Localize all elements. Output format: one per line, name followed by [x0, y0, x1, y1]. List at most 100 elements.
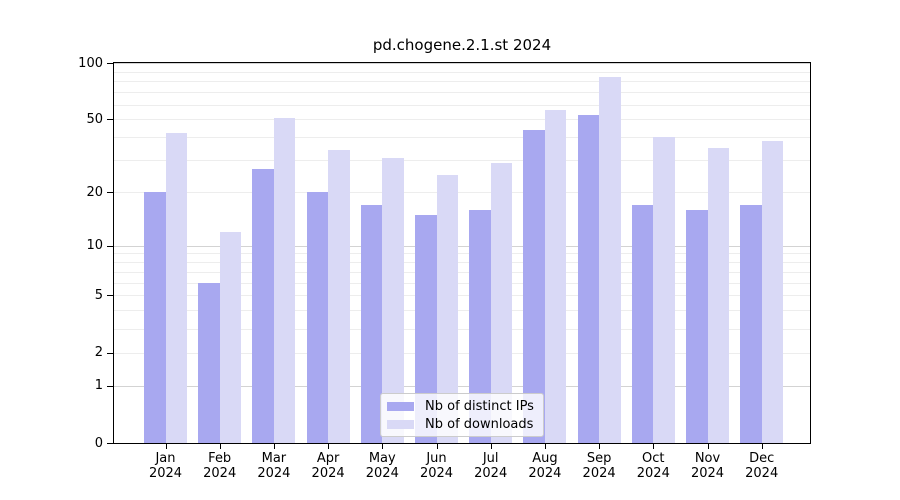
x-label-month-dec: Dec [749, 451, 775, 466]
gridline-minor-8 [114, 262, 810, 264]
x-label-year-may: 2024 [365, 466, 399, 481]
x-label-month-jan: Jan [155, 451, 176, 466]
gridline-major-1 [114, 385, 810, 387]
bar-downloads-jun [436, 174, 458, 443]
gridline-minor-70 [114, 92, 810, 94]
bar-distinct-ips-apr [306, 192, 329, 443]
gridline-minor-2 [114, 352, 810, 354]
bar-distinct-ips-sep [577, 114, 600, 443]
bar-distinct-ips-feb [198, 282, 220, 443]
bar-downloads-sep [599, 77, 621, 443]
x-tick-jul [490, 444, 492, 449]
x-label-aug: Aug 2024 [518, 451, 572, 481]
y-tick-2 [107, 352, 113, 354]
x-tick-jun [436, 444, 438, 449]
bar-distinct-ips-nov [686, 209, 708, 443]
x-label-oct: Oct 2024 [626, 451, 680, 481]
gridline-minor-50 [114, 119, 810, 121]
y-label-2: 2 [94, 345, 103, 361]
x-label-month-jun: Jun [426, 451, 447, 466]
x-label-year-feb: 2024 [203, 466, 237, 481]
y-label-50: 50 [86, 111, 103, 127]
bar-distinct-ips-jul [469, 209, 491, 443]
x-label-may: May 2024 [355, 451, 409, 481]
bar-distinct-ips-may [360, 205, 383, 443]
bar-downloads-aug [544, 110, 567, 443]
x-tick-aug [544, 444, 546, 449]
y-label-5: 5 [94, 287, 103, 303]
y-label-1: 1 [94, 378, 103, 394]
gridline-minor-3 [114, 328, 810, 330]
bar-downloads-feb [219, 231, 242, 443]
x-label-jan: Jan 2024 [139, 451, 193, 481]
x-label-month-sep: Sep [586, 451, 612, 466]
y-tick-10 [107, 245, 113, 247]
x-tick-feb [219, 444, 221, 449]
x-label-year-sep: 2024 [582, 466, 616, 481]
x-label-mar: Mar 2024 [247, 451, 301, 481]
gridline-minor-90 [114, 71, 810, 73]
x-tick-jan [165, 444, 167, 449]
x-label-jul: Jul 2024 [464, 451, 518, 481]
gridline-major-100 [114, 63, 810, 64]
x-label-jun: Jun 2024 [410, 451, 464, 481]
x-tick-sep [599, 444, 601, 449]
gridline-minor-5 [114, 295, 810, 297]
x-label-year-oct: 2024 [636, 466, 670, 481]
gridline-minor-7 [114, 271, 810, 273]
gridline-minor-6 [114, 282, 810, 284]
bar-downloads-dec [761, 141, 784, 443]
x-label-month-oct: Oct [642, 451, 665, 466]
y-label-10: 10 [86, 238, 103, 254]
x-label-year-jan: 2024 [148, 466, 183, 481]
x-label-month-apr: Apr [316, 451, 340, 466]
bar-distinct-ips-aug [523, 129, 545, 443]
x-label-year-apr: 2024 [311, 466, 345, 481]
bar-downloads-jul [490, 162, 513, 443]
x-label-year-nov: 2024 [690, 466, 725, 481]
y-label-20: 20 [86, 184, 103, 200]
x-label-year-jun: 2024 [419, 466, 454, 481]
x-label-month-feb: Feb [208, 451, 232, 466]
x-label-month-may: May [368, 451, 396, 466]
x-tick-oct [653, 444, 655, 449]
chart-title: pd.chogene.2.1.st 2024 [372, 36, 552, 54]
bar-downloads-oct [653, 137, 675, 443]
gridline-minor-40 [114, 137, 810, 139]
x-label-month-aug: Aug [532, 451, 558, 466]
bar-distinct-ips-mar [252, 168, 274, 443]
gridline-minor-20 [114, 192, 810, 194]
bar-downloads-apr [328, 150, 350, 443]
x-label-year-dec: 2024 [745, 466, 779, 481]
bar-downloads-jan [165, 133, 187, 443]
y-label-0: 0 [94, 435, 103, 451]
bar-downloads-mar [273, 117, 296, 443]
x-label-nov: Nov 2024 [681, 451, 735, 481]
x-label-apr: Apr 2024 [301, 451, 355, 481]
y-label-100: 100 [78, 55, 103, 71]
y-tick-0 [107, 443, 113, 444]
x-tick-may [382, 444, 384, 449]
x-label-sep: Sep 2024 [572, 451, 626, 481]
gridline-minor-9 [114, 253, 810, 255]
bar-distinct-ips-jun [415, 214, 437, 443]
gridline-minor-4 [114, 310, 810, 312]
bar-distinct-ips-oct [631, 205, 654, 443]
y-tick-1 [107, 385, 113, 387]
legend-swatch-downloads [387, 419, 414, 429]
bar-distinct-ips-dec [740, 205, 762, 443]
x-tick-nov [707, 444, 709, 449]
x-tick-mar [273, 444, 275, 449]
bar-distinct-ips-jan [144, 192, 166, 443]
gridline-minor-60 [114, 104, 810, 106]
bar-downloads-nov [707, 147, 729, 443]
x-label-month-nov: Nov [694, 451, 721, 466]
bar-downloads-may [382, 157, 404, 443]
legend-label-downloads: Nb of downloads [425, 416, 534, 432]
x-label-feb: Feb 2024 [193, 451, 247, 481]
x-label-year-mar: 2024 [257, 466, 291, 481]
legend: Nb of distinct IPs Nb of downloads [380, 393, 544, 437]
x-label-dec: Dec 2024 [735, 451, 789, 481]
y-tick-100 [107, 63, 113, 64]
